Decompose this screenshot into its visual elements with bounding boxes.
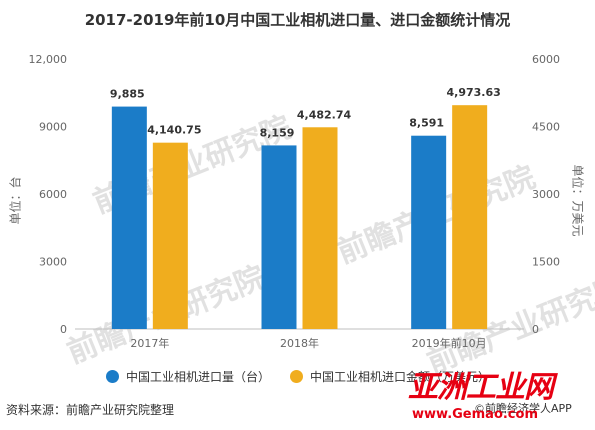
bar-quantity bbox=[111, 106, 147, 330]
legend-item-quantity: 中国工业相机进口量（台） bbox=[106, 368, 270, 385]
data-label-amount: 4,973.63 bbox=[447, 86, 501, 99]
legend-swatch-blue bbox=[106, 370, 119, 383]
legend-swatch-orange bbox=[290, 370, 303, 383]
right-tick-label: 0 bbox=[532, 323, 539, 336]
bar-amount bbox=[302, 127, 338, 329]
left-tick-label: 12,000 bbox=[29, 53, 68, 66]
right-tick-label: 1500 bbox=[532, 256, 560, 269]
legend-label-amount: 中国工业相机进口金额（万美元） bbox=[310, 370, 491, 384]
logo-url-text: www.Gemao.com bbox=[412, 407, 538, 422]
data-label-quantity: 8,159 bbox=[260, 126, 295, 139]
logo-main-text: 亚洲工业网 bbox=[408, 370, 554, 405]
left-tick-label: 0 bbox=[60, 323, 67, 336]
bar-quantity bbox=[261, 145, 297, 329]
source-note: 资料来源：前瞻产业研究院整理 bbox=[6, 403, 175, 417]
chart-title: 2017-2019年前10月中国工业相机进口量、进口金额统计情况 bbox=[84, 11, 511, 29]
data-label-amount: 4,482.74 bbox=[297, 108, 352, 121]
x-tick-label: 2018年 bbox=[280, 336, 319, 350]
right-tick-label: 6000 bbox=[532, 53, 560, 66]
x-tick-label: 2019年前10月 bbox=[412, 336, 487, 350]
legend-item-amount: 中国工业相机进口金额（万美元） bbox=[290, 368, 490, 385]
left-tick-label: 3000 bbox=[39, 256, 67, 269]
data-label-amount: 4,140.75 bbox=[147, 124, 201, 137]
legend: 中国工业相机进口量（台） 中国工业相机进口金额（万美元） bbox=[0, 368, 595, 388]
left-tick-label: 9000 bbox=[39, 121, 67, 134]
site-logo: 亚洲工业网 ©前瞻经济学人APP www.Gemao.com bbox=[408, 362, 593, 428]
right-tick-label: 4500 bbox=[532, 121, 560, 134]
right-tick-label: 3000 bbox=[532, 188, 560, 201]
bar-amount bbox=[152, 142, 188, 329]
legend-label-quantity: 中国工业相机进口量（台） bbox=[126, 370, 271, 384]
data-label-quantity: 9,885 bbox=[110, 88, 145, 101]
logo-app-text: ©前瞻经济学人APP bbox=[472, 400, 574, 416]
left-tick-label: 6000 bbox=[39, 188, 67, 201]
x-tick-label: 2017年 bbox=[130, 336, 169, 350]
data-label-quantity: 8,591 bbox=[409, 117, 444, 130]
bar-amount bbox=[452, 105, 488, 330]
bar-quantity bbox=[411, 135, 447, 329]
